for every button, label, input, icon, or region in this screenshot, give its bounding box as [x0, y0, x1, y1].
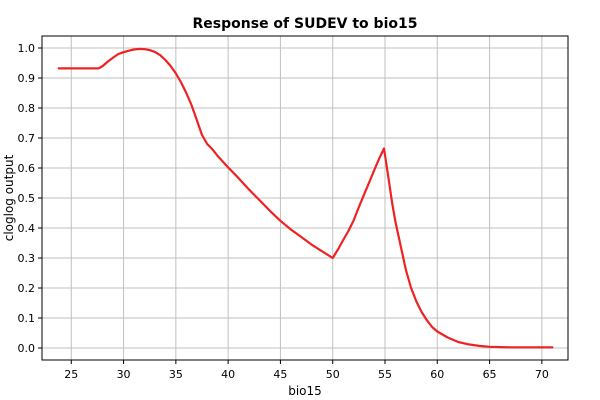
x-tick-label: 65	[483, 368, 497, 381]
y-tick-label: 0.5	[18, 192, 36, 205]
x-tick-label: 35	[169, 368, 183, 381]
y-tick-label: 0.6	[18, 162, 36, 175]
x-axis-label: bio15	[288, 384, 322, 398]
y-axis-label: cloglog output	[2, 154, 16, 241]
x-tick-label: 50	[326, 368, 340, 381]
y-tick-label: 0.1	[18, 312, 36, 325]
response-curve	[57, 47, 554, 349]
x-tick-label: 25	[64, 368, 78, 381]
x-tick-label: 40	[221, 368, 235, 381]
y-tick-label: 0.4	[18, 222, 36, 235]
x-tick-label: 70	[535, 368, 549, 381]
x-tick-label: 45	[273, 368, 287, 381]
chart-title: Response of SUDEV to bio15	[193, 16, 418, 32]
y-tick-label: 1.0	[18, 42, 36, 55]
x-tick-label: 60	[430, 368, 444, 381]
y-tick-label: 0.0	[18, 342, 36, 355]
series-layer	[57, 47, 554, 349]
y-tick-label: 0.7	[18, 132, 36, 145]
y-tick-label: 0.2	[18, 282, 36, 295]
y-tick-label: 0.9	[18, 72, 36, 85]
x-tick-label: 30	[117, 368, 131, 381]
y-tick-label: 0.8	[18, 102, 36, 115]
y-tick-label: 0.3	[18, 252, 36, 265]
axis-ticks: 25 30 35 40 45 50 55 60 65 70 0.0 0.1 0.2 0.3 0.4 0.5 0.…	[18, 42, 549, 381]
x-tick-label: 55	[378, 368, 392, 381]
grid-lines	[42, 36, 568, 360]
